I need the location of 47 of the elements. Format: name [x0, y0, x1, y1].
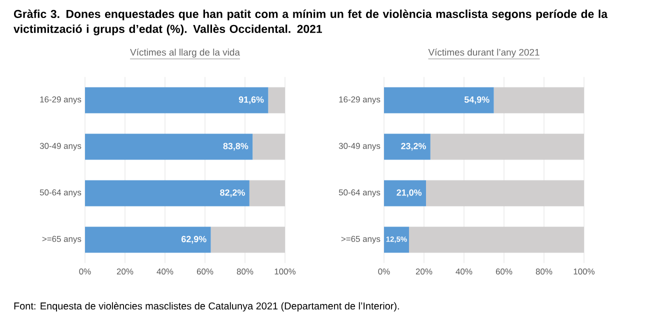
x-tick-label: 20%	[416, 268, 432, 275]
y-tick-label: 16-29 anys	[40, 96, 82, 104]
y-tick-label: >=65 anys	[42, 236, 82, 244]
y-tick-label: >=65 anys	[341, 236, 380, 244]
bar	[409, 226, 584, 253]
bar	[85, 226, 211, 253]
data-label: 62,9%	[182, 236, 206, 244]
text: Font: Enquesta de violències masclistes de Catalunya 2021 (Departament de l’Interior).	[14, 302, 399, 312]
bar	[494, 87, 584, 114]
bar	[249, 180, 285, 206]
bar	[384, 134, 430, 160]
bar	[430, 134, 584, 160]
bar	[210, 226, 285, 253]
y-tick-label: 50-64 anys	[338, 189, 380, 198]
bar	[85, 87, 268, 114]
x-tick-label: 80%	[236, 268, 254, 275]
bar	[85, 134, 253, 160]
y-tick-label: 50-64 anys	[40, 189, 82, 198]
y-tick-label: 30-49 anys	[40, 142, 82, 151]
chart-title: Víctimes durant l’any 2021	[428, 48, 540, 58]
text: Gràfic 3. Dones enquestades que han patit com a mínim un fet de violència masclista segons període de la victimització i grups d’edat (%). Vallès Occidental. 2021	[14, 10, 608, 36]
y-tick-label: 30-49 anys	[338, 142, 380, 151]
x-tick-label: 0%	[378, 268, 390, 275]
data-label: 82,2%	[220, 189, 245, 198]
x-tick-label: 0%	[79, 268, 91, 275]
bar	[252, 134, 285, 160]
bar	[85, 180, 250, 206]
bar	[384, 87, 494, 114]
data-label: 21,0%	[396, 189, 422, 198]
data-label: 23,2%	[401, 142, 426, 151]
x-tick-label: 80%	[536, 268, 552, 275]
bar	[268, 87, 285, 114]
bar	[384, 180, 426, 206]
x-tick-label: 100%	[274, 268, 296, 275]
x-tick-label: 100%	[574, 268, 595, 275]
data-label: 54,9%	[464, 96, 490, 104]
x-tick-label: 60%	[196, 268, 214, 275]
y-tick-label: 16-29 anys	[339, 96, 380, 104]
x-tick-label: 60%	[496, 268, 512, 275]
chart-title: Víctimes al llarg de la vida	[130, 48, 240, 58]
data-label: 83,8%	[223, 142, 248, 151]
x-tick-label: 40%	[156, 268, 174, 275]
data-label: 91,6%	[238, 96, 264, 104]
bar	[426, 180, 584, 206]
x-tick-label: 20%	[116, 268, 134, 275]
x-tick-label: 40%	[456, 268, 472, 275]
bar	[384, 226, 410, 253]
